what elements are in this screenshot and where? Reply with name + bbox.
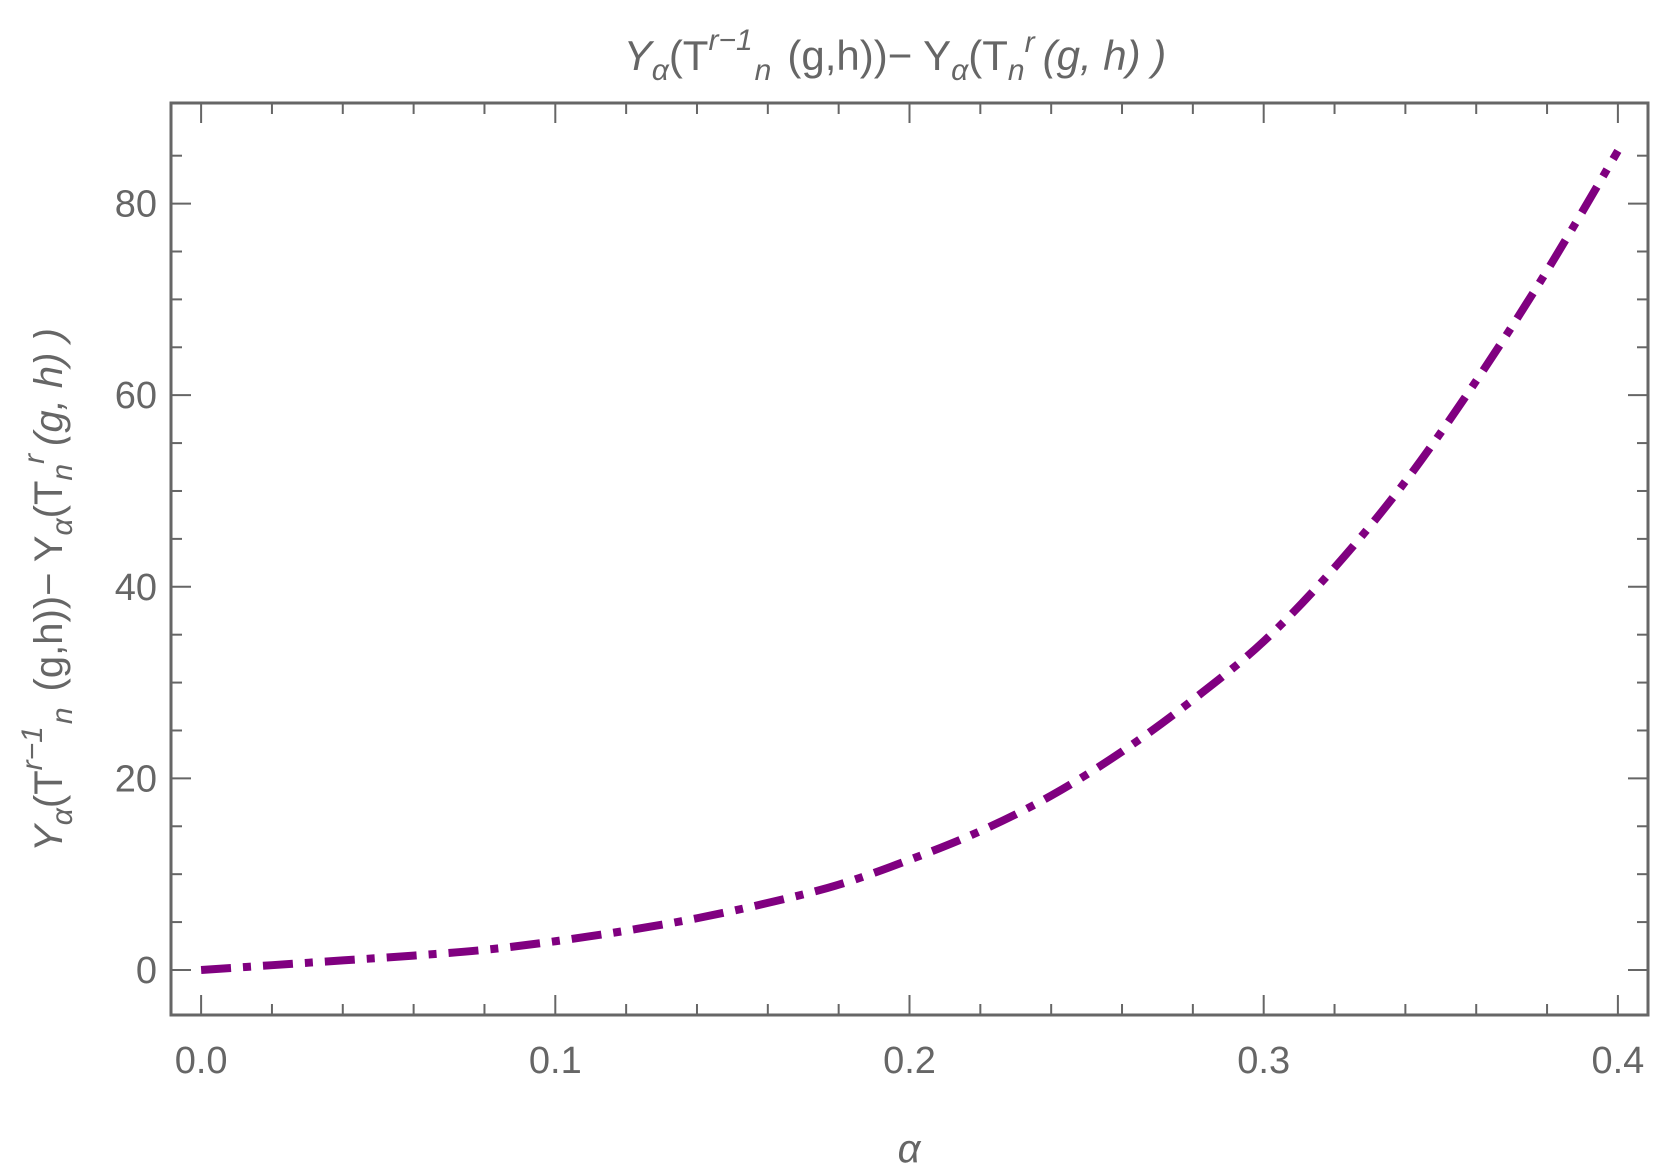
y-tick-label: 0 [136,950,157,992]
plot-frame [169,101,1650,1017]
y-axis-label: Yα(Tr−1n(g,h))− Yα(Tnr(g, h) ) [16,328,79,852]
x-tick-label: 0.0 [175,1040,228,1082]
series-line [200,148,1622,974]
tick-marks [171,103,1648,1015]
y-tick-label: 80 [115,184,157,226]
x-tick-label: 0.3 [1237,1040,1290,1082]
x-tick-label: 0.4 [1591,1040,1644,1082]
y-tick-label: 60 [115,375,157,417]
series-layer [200,148,1622,974]
x-tick-label: 0.1 [529,1040,582,1082]
tick-labels: 0.0 0.1 0.2 0.3 0.4 0 20 40 60 80 [115,184,1645,1082]
y-tick-label: 40 [115,567,157,609]
x-axis-label: α [898,1127,922,1171]
y-tick-label: 20 [115,758,157,800]
chart-title: Yα(Tr−1n (g,h))− Yα(Tnr (g, h) ) [624,24,1167,87]
frame-rect [169,101,1650,1017]
x-tick-label: 0.2 [883,1040,936,1082]
